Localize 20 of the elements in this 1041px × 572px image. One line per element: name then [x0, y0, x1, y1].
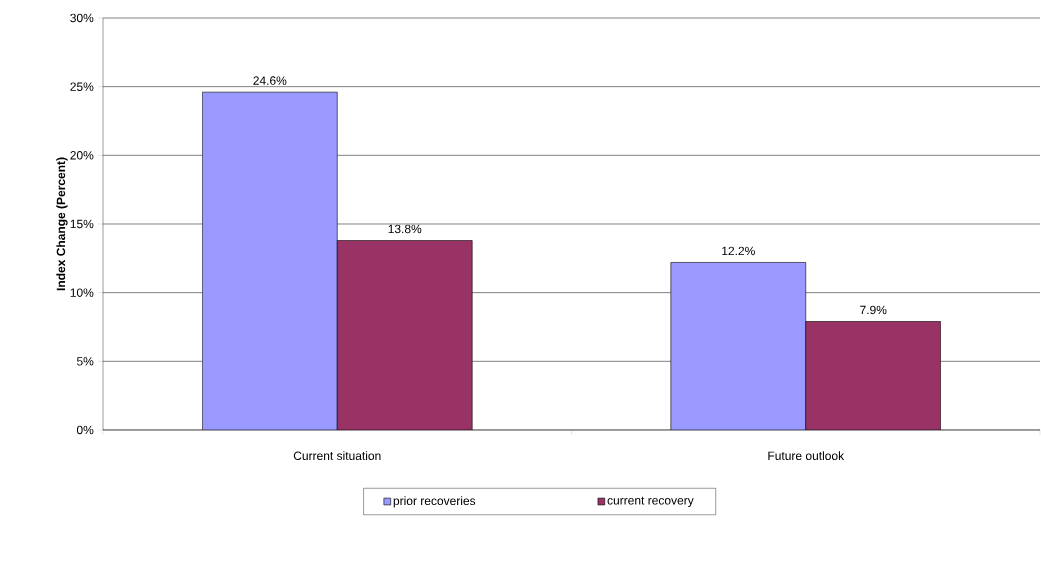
x-tick-label: Current situation — [293, 451, 381, 461]
legend-label: current recovery — [607, 496, 694, 507]
legend-label: prior recoveries — [393, 496, 476, 508]
data-label: 12.2% — [722, 246, 755, 256]
data-label: 13.8% — [388, 224, 422, 234]
y-tick-label: 25% — [70, 82, 94, 91]
y-tick-label: 10% — [70, 288, 94, 297]
y-tick-label: 30% — [70, 13, 94, 23]
bar — [336, 240, 473, 430]
bar — [670, 262, 807, 430]
y-tick-label: 5% — [76, 357, 94, 366]
bar — [202, 91, 338, 430]
y-tick-label: 20% — [70, 151, 94, 160]
data-label: 24.6% — [253, 76, 287, 85]
data-label: 7.9% — [860, 305, 887, 315]
y-axis-title: Index Change (Percent) — [56, 157, 68, 291]
x-tick-label: Future outlook — [768, 451, 845, 461]
bar — [805, 321, 941, 430]
y-tick-label: 0% — [76, 425, 94, 435]
y-tick-label: 15% — [70, 219, 94, 229]
